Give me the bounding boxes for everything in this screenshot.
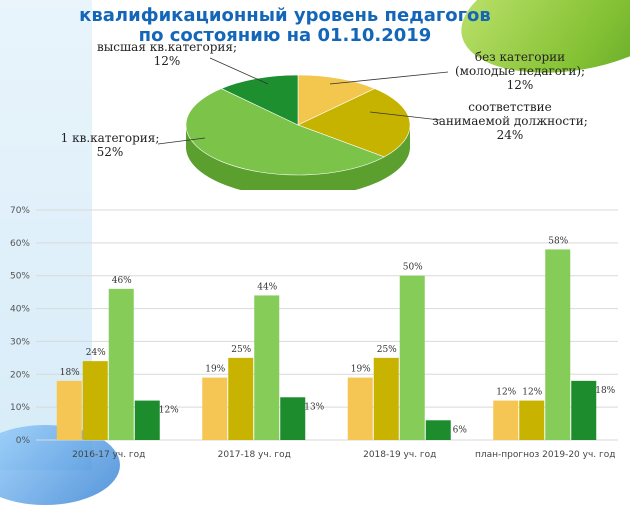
pie-chart [157,57,449,190]
bar-data-label: 12% [522,388,542,398]
pie-slice [297,88,411,158]
bar-data-label: 13% [304,402,324,412]
bar [82,361,108,440]
bar [280,397,306,440]
x-category-label: 2018-19 уч. год [363,450,436,460]
bar [373,357,399,440]
y-tick-label: 20% [10,370,30,380]
bar [519,400,545,440]
pie-label-first-category: 1 кв.категория; 52% [60,131,160,159]
y-tick-label: 0% [16,436,31,446]
x-category-label: 2017-18 уч. год [218,450,291,460]
bar-data-label: 12% [496,388,516,398]
bar-data-label: 18% [595,386,615,396]
y-tick-label: 30% [10,337,30,347]
bar [347,377,373,440]
pie-leader-line [209,57,269,85]
bar [228,357,254,440]
bar-data-label: 19% [351,365,371,375]
pie-label-conformity: соответствие занимаемой должности; 24% [432,100,588,142]
pie-leader-line [157,137,206,145]
title-line-1: квалификационный уровень педагогов [79,5,491,26]
pie-slice [185,88,386,176]
bar [399,275,425,440]
bar [202,377,228,440]
bar-data-label: 58% [548,236,568,246]
pie-label-no-category: без категории (молодые педагоги); 12% [454,50,586,92]
bar-data-label: 6% [453,425,468,435]
y-tick-label: 60% [10,239,30,249]
bar-data-label: 18% [60,368,80,378]
pie-side [186,125,410,190]
bar [571,380,597,440]
y-tick-label: 50% [10,272,30,282]
bar [425,420,451,440]
pie-label-highest: высшая кв.категория; 12% [97,40,237,68]
bar [545,249,571,440]
y-tick-label: 40% [10,305,30,315]
bar-data-label: 24% [86,348,106,358]
page-title: квалификационный уровень педагогов по со… [50,6,520,46]
y-tick-label: 10% [10,403,30,413]
bar [493,400,519,440]
bar-data-label: 50% [403,263,423,273]
x-category-label: план-прогноз 2019-20 уч. год [475,450,615,460]
bar-data-label: 19% [205,365,225,375]
bar-chart: 0% 10% 20% 30% 40% 50% 60% 70% 18% 24% 46% 12% 2016-… [10,206,618,460]
bar-data-label: 12% [159,406,179,416]
bar [134,400,160,440]
bar-chart-area: 0% 10% 20% 30% 40% 50% 60% 70% 18% 24% 46% 12% 2016-… [0,190,630,470]
title-line-2: по состоянию на 01.10.2019 [138,25,432,46]
pie-leader-line [369,111,441,121]
pie-leader-line [329,71,449,85]
bar-data-label: 25% [377,345,397,355]
x-category-label: 2016-17 уч. год [72,450,145,460]
bar-data-label: 46% [112,276,132,286]
bar [56,380,82,440]
bar [108,288,134,440]
bar-data-label: 44% [257,282,277,292]
y-tick-label: 70% [10,206,30,216]
pie-slice [297,74,376,126]
pie-slice [220,74,299,126]
bar-data-label: 25% [231,345,251,355]
bar [254,295,280,440]
